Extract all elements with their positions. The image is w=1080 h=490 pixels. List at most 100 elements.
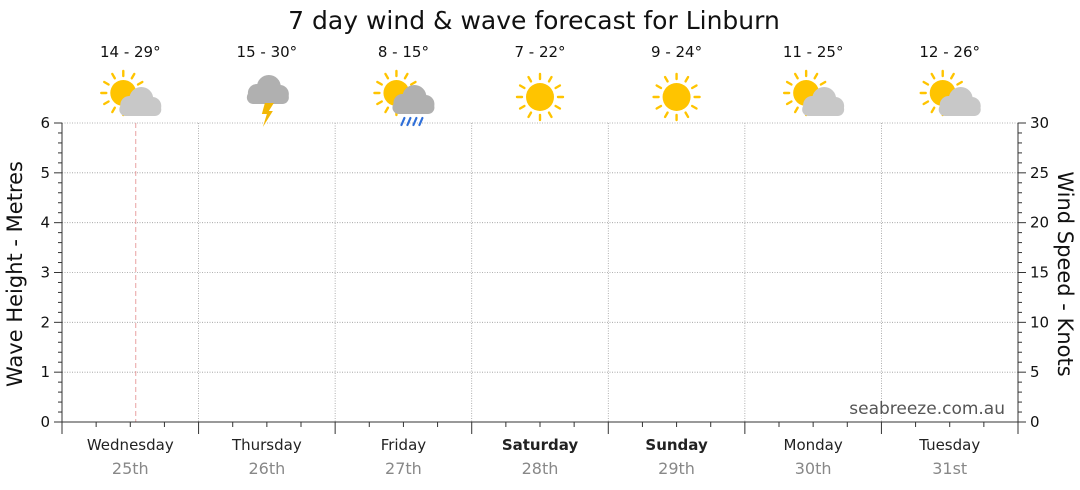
- right-tick-label: 10: [1030, 313, 1049, 331]
- partly-cloudy-icon: [782, 69, 845, 117]
- storm-icon: [246, 75, 289, 127]
- sun-ray: [111, 106, 116, 114]
- rain-drop: [418, 116, 424, 127]
- temperature-range: 12 - 26°: [919, 43, 980, 61]
- sun-ray: [384, 72, 390, 80]
- cloud-base: [938, 103, 981, 116]
- sun-ray: [547, 111, 553, 119]
- day-date: 25th: [112, 459, 149, 478]
- sunny-icon: [652, 72, 701, 122]
- temperature-range: 7 - 22°: [514, 43, 565, 61]
- sun-ray: [785, 80, 793, 86]
- sun-ray: [785, 100, 793, 106]
- sun-ray: [663, 75, 669, 83]
- day-date: 29th: [658, 459, 695, 478]
- left-tick-label: 0: [40, 413, 50, 431]
- sun-ray: [409, 80, 417, 86]
- sun-ray: [663, 111, 669, 119]
- temperature-range: 11 - 25°: [783, 43, 844, 61]
- sun-disc: [526, 83, 554, 111]
- sun-ray: [922, 80, 930, 86]
- day-name: Saturday: [502, 436, 579, 454]
- day-date: 27th: [385, 459, 422, 478]
- sun-ray: [930, 106, 936, 114]
- day-name: Sunday: [645, 436, 708, 454]
- sun-ray: [554, 84, 562, 90]
- day-date: 30th: [795, 459, 832, 478]
- sun-ray: [793, 106, 799, 114]
- axes: 0 1 2 3 4 5 6 0 5 10 15 20 25 30: [40, 114, 1049, 434]
- watermark: seabreeze.com.au: [849, 399, 1005, 419]
- temperature-range: 8 - 15°: [378, 43, 429, 61]
- day-date: 26th: [248, 459, 285, 478]
- sunny-icon: [515, 72, 565, 122]
- sun-ray: [819, 80, 827, 86]
- left-tick-label: 6: [40, 114, 50, 132]
- sun-ray: [527, 75, 533, 83]
- day-name: Thursday: [231, 436, 302, 454]
- day-name: Tuesday: [918, 436, 980, 454]
- temperature-range: 14 - 29°: [100, 43, 161, 61]
- sun-ray: [130, 72, 136, 80]
- right-tick-label: 30: [1030, 114, 1049, 132]
- day-name: Wednesday: [87, 436, 174, 454]
- sun-ray: [376, 100, 383, 106]
- sun-ray: [793, 72, 799, 80]
- sun-ray: [518, 104, 526, 110]
- sun-ray: [922, 100, 930, 106]
- rain-drop: [406, 116, 412, 127]
- left-tick-label: 1: [40, 363, 50, 381]
- cloud-base: [392, 101, 435, 114]
- day-date: 28th: [522, 459, 559, 478]
- day-name: Monday: [784, 436, 843, 454]
- rain-drop: [400, 116, 406, 127]
- day-columns: 14 - 29° Wednesday 25th 15 - 30° Thursday 26t…: [87, 43, 981, 478]
- temperature-range: 15 - 30°: [237, 43, 298, 61]
- sun-ray: [111, 72, 116, 80]
- sun-ray: [684, 111, 690, 119]
- sun-ray: [518, 84, 526, 90]
- sun-ray: [136, 80, 144, 86]
- right-tick-label: 25: [1030, 164, 1049, 182]
- sun-disc: [662, 83, 691, 111]
- sun-ray: [527, 111, 533, 119]
- left-tick-label: 4: [40, 214, 50, 232]
- lightning-bolt: [261, 103, 274, 127]
- sun-ray: [930, 72, 936, 80]
- sun-ray: [813, 72, 819, 80]
- right-tick-label: 15: [1030, 264, 1049, 282]
- sun-ray: [690, 84, 698, 90]
- left-tick-label: 5: [40, 164, 50, 182]
- sun-ray: [655, 84, 663, 90]
- right-tick-label: 20: [1030, 214, 1049, 232]
- left-axis-label: Wave Height - Metres: [3, 161, 27, 387]
- day-date: 31st: [932, 459, 967, 478]
- sun-ray: [384, 106, 390, 114]
- day-name: Friday: [381, 436, 427, 454]
- cloud-base: [119, 103, 162, 116]
- rain-drop: [412, 116, 418, 127]
- left-tick-label: 3: [40, 264, 50, 282]
- sun-ray: [103, 80, 110, 86]
- sun-ray: [376, 80, 383, 86]
- sun-ray: [950, 72, 955, 80]
- sun-ray: [690, 104, 698, 110]
- grid: [62, 122, 1018, 422]
- left-tick-label: 2: [40, 313, 50, 331]
- sun-ray: [403, 72, 409, 80]
- sun-ray: [554, 104, 562, 110]
- sun-ray: [103, 100, 110, 106]
- sun-ray: [655, 104, 663, 110]
- sun-ray: [684, 75, 690, 83]
- partly-cloudy-icon: [919, 69, 981, 117]
- right-axis-label: Wind Speed - Knots: [1053, 171, 1077, 376]
- sun-ray: [956, 80, 963, 86]
- chart-title: 7 day wind & wave forecast for Linburn: [288, 6, 780, 35]
- temperature-range: 9 - 24°: [651, 43, 702, 61]
- cloud-base: [802, 103, 845, 116]
- right-tick-label: 0: [1030, 413, 1040, 431]
- showers-icon: [373, 69, 435, 127]
- partly-cloudy-icon: [100, 69, 162, 117]
- right-tick-label: 5: [1030, 363, 1040, 381]
